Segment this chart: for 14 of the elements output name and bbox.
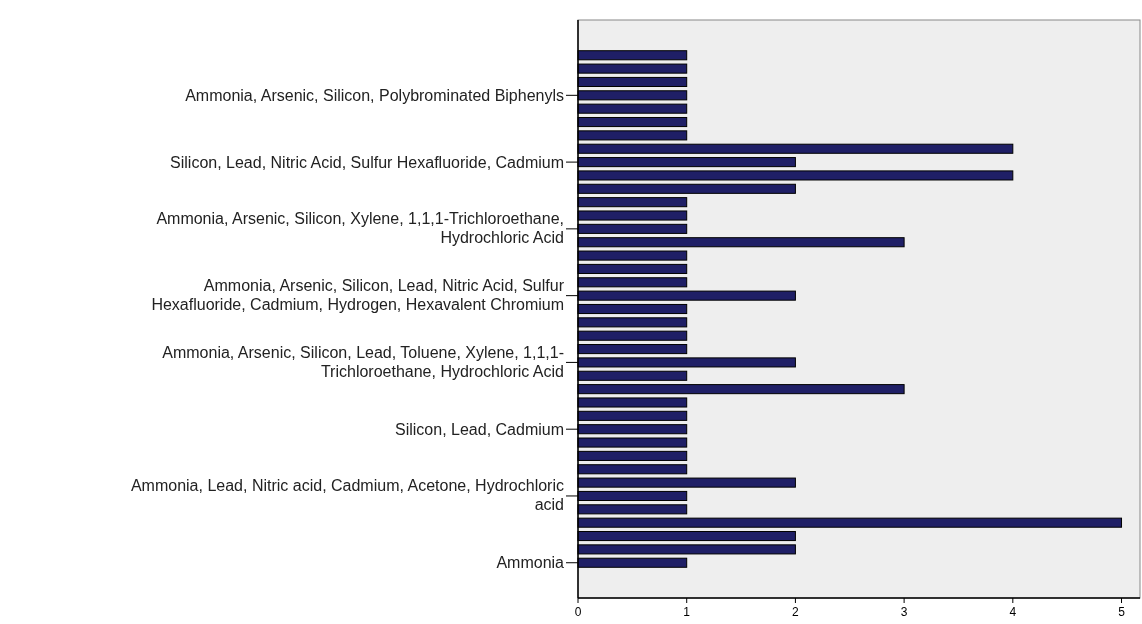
y-tick-label: Silicon, Lead, Cadmium: [395, 420, 564, 438]
y-tick-label: Ammonia, Arsenic, Silicon, Lead, Nitric Acid, Sulfur Hexafluoride, Cadmium, Hydrogen, Hexavalent Chromium: [151, 276, 565, 313]
x-tick-label: 5: [1118, 605, 1126, 619]
x-tick-label: 1: [683, 605, 691, 619]
x-tick-label: 2: [792, 605, 800, 619]
x-tick-label: 4: [1009, 605, 1017, 619]
y-tick-label: Ammonia, Arsenic, Silicon, Lead, Toluene, Xylene, 1,1,1-Trichloroethane, Hydrochloric Acid: [162, 343, 564, 380]
y-tick-label: Ammonia, Arsenic, Silicon, Polybrominated Biphenyls: [185, 86, 564, 104]
y-tick-label: Ammonia, Lead, Nitric acid, Cadmium, Acetone, Hydrochloric acid: [130, 477, 564, 514]
x-tick-label: 0: [574, 605, 582, 619]
x-tick-label: 3: [900, 605, 908, 619]
y-tick-label: Silicon, Lead, Nitric Acid, Sulfur Hexafluoride, Cadmium: [170, 153, 564, 171]
y-tick-label: Ammonia, Arsenic, Silicon, Xylene, 1,1,1-Trichloroethane, Hydrochloric Acid: [156, 209, 564, 246]
y-tick-label: Ammonia: [496, 554, 565, 572]
